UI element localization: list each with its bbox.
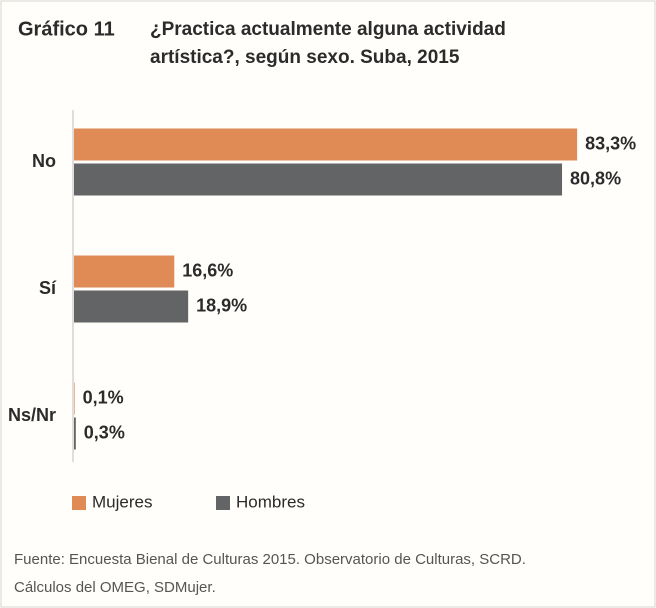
value-label: 18,9% bbox=[196, 295, 247, 315]
bar bbox=[74, 417, 76, 450]
source: Cálculos del OMEG, SDMujer. bbox=[14, 579, 216, 596]
chart-label: Gráfico 11 bbox=[18, 18, 115, 40]
bar bbox=[74, 290, 189, 323]
legend-swatch bbox=[72, 496, 86, 510]
bar bbox=[74, 128, 578, 161]
bar bbox=[74, 163, 563, 196]
value-label: 0,1% bbox=[83, 387, 124, 407]
source: Fuente: Encuesta Bienal de Culturas 2015… bbox=[14, 551, 526, 568]
value-label: 16,6% bbox=[182, 260, 233, 280]
bar bbox=[74, 255, 175, 288]
category-label: Sí bbox=[39, 278, 57, 298]
category-label: No bbox=[32, 151, 56, 171]
chart-title: ¿Practica actualmente alguna actividad bbox=[150, 19, 506, 40]
chart-title: artística?, según sexo. Suba, 2015 bbox=[150, 47, 460, 68]
value-label: 80,8% bbox=[570, 168, 621, 188]
bar bbox=[74, 382, 75, 415]
legend-label: Mujeres bbox=[92, 492, 152, 511]
category-label: Ns/Nr bbox=[8, 405, 56, 425]
legend-label: Hombres bbox=[236, 492, 305, 511]
value-label: 83,3% bbox=[585, 133, 636, 153]
value-label: 0,3% bbox=[84, 422, 125, 442]
legend-swatch bbox=[216, 496, 230, 510]
